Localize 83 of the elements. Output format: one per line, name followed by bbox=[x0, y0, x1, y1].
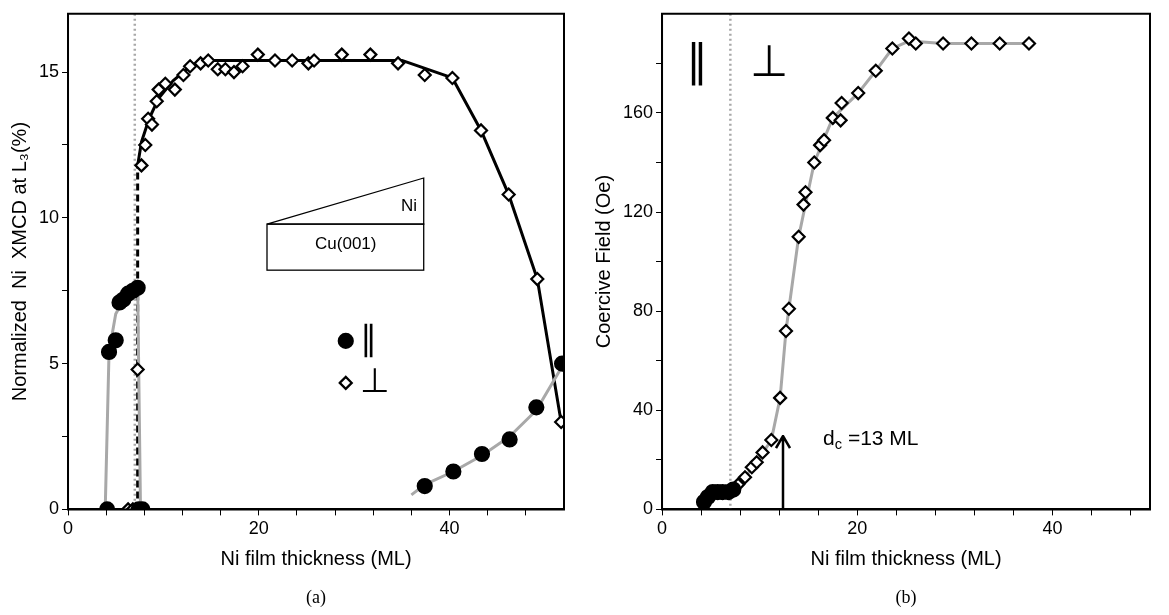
wedge-diagram: Ni Cu(001) bbox=[266, 177, 426, 272]
point bbox=[416, 477, 433, 495]
point bbox=[363, 47, 378, 62]
y-tick-label: 160 bbox=[622, 101, 654, 122]
point bbox=[138, 137, 153, 153]
point bbox=[992, 36, 1007, 51]
x-axis-title: Ni film thickness (ML) bbox=[220, 546, 412, 569]
point bbox=[473, 123, 489, 138]
point bbox=[755, 445, 770, 460]
point bbox=[334, 47, 349, 62]
point bbox=[778, 323, 794, 339]
annotation: ⊥ bbox=[749, 35, 788, 85]
point bbox=[130, 362, 145, 377]
x-tick-label: 40 bbox=[439, 518, 460, 539]
y-tick-label: 10 bbox=[38, 206, 60, 227]
point bbox=[501, 431, 518, 448]
y-tick-label: 80 bbox=[633, 300, 654, 321]
x-tick-label: 40 bbox=[1042, 518, 1063, 539]
y-tick-label: 15 bbox=[38, 61, 60, 82]
point bbox=[807, 155, 822, 170]
point bbox=[791, 229, 806, 244]
point bbox=[158, 76, 173, 91]
point bbox=[167, 82, 182, 97]
point bbox=[781, 301, 796, 316]
point bbox=[834, 95, 849, 111]
point bbox=[134, 158, 149, 173]
point bbox=[473, 445, 491, 463]
point bbox=[144, 117, 160, 132]
x-tick-label: 20 bbox=[847, 518, 868, 539]
point bbox=[129, 279, 146, 296]
point bbox=[773, 390, 788, 405]
annotation: Cu(001) bbox=[314, 233, 378, 254]
point bbox=[445, 463, 462, 480]
y-tick-label: 0 bbox=[643, 498, 654, 519]
point bbox=[737, 470, 753, 485]
point bbox=[307, 53, 322, 68]
x-tick-label: 0 bbox=[657, 518, 668, 539]
y-tick-label: 0 bbox=[49, 498, 60, 519]
point bbox=[725, 481, 742, 498]
point bbox=[390, 56, 406, 71]
point bbox=[176, 67, 191, 83]
annotation: ∥ bbox=[686, 35, 709, 86]
point bbox=[235, 59, 250, 74]
point bbox=[749, 455, 764, 470]
point bbox=[149, 94, 164, 109]
y-axis-title: Coercive Field (Oe) bbox=[591, 174, 614, 349]
point bbox=[908, 36, 923, 51]
point bbox=[798, 185, 813, 200]
annotation: Ni bbox=[401, 196, 418, 217]
point bbox=[833, 113, 848, 128]
point bbox=[764, 432, 779, 448]
point bbox=[796, 197, 811, 212]
text: (b) bbox=[895, 586, 917, 608]
point bbox=[183, 59, 198, 74]
point bbox=[226, 65, 242, 80]
y-axis-title: Normalized Ni XMCD at L₃(%) bbox=[7, 121, 30, 402]
point bbox=[1021, 36, 1037, 51]
y-tick-label: 120 bbox=[622, 201, 654, 222]
point bbox=[285, 53, 300, 68]
point bbox=[964, 36, 979, 51]
point bbox=[107, 332, 124, 349]
y-tick-label: 40 bbox=[633, 399, 654, 420]
point bbox=[501, 187, 516, 202]
point bbox=[250, 47, 265, 62]
point bbox=[816, 133, 832, 148]
x-tick-label: 0 bbox=[63, 518, 74, 539]
point bbox=[528, 399, 545, 416]
y-tick-label: 5 bbox=[49, 352, 60, 373]
point bbox=[201, 53, 216, 68]
point bbox=[267, 53, 283, 68]
point bbox=[530, 271, 545, 287]
text: (a) bbox=[306, 586, 326, 608]
point bbox=[936, 36, 951, 51]
x-axis-title: Ni film thickness (ML) bbox=[810, 546, 1002, 569]
point bbox=[445, 70, 460, 86]
legend-label: ∥ bbox=[359, 319, 377, 359]
legend-label: ⊥ bbox=[359, 361, 390, 400]
point bbox=[885, 41, 900, 56]
x-tick-label: 20 bbox=[248, 518, 269, 539]
point bbox=[100, 343, 118, 361]
point bbox=[417, 67, 432, 83]
point bbox=[868, 63, 883, 78]
point bbox=[851, 86, 866, 101]
